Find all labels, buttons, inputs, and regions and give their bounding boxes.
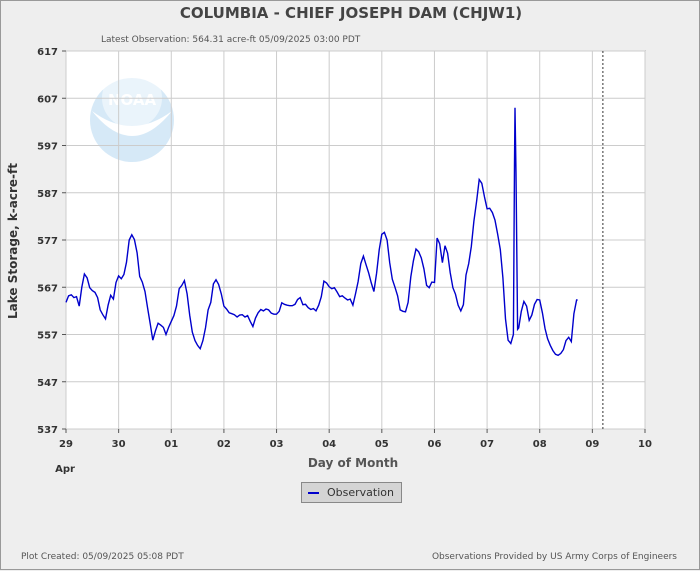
- x-tick-label: 09: [585, 439, 599, 450]
- legend-observation-label: Observation: [327, 486, 394, 499]
- data-provider: Observations Provided by US Army Corps o…: [431, 552, 677, 562]
- x-tick-label: 07: [480, 439, 494, 450]
- x-tick-label: 29: [59, 439, 73, 450]
- y-tick-label: 607: [37, 94, 58, 105]
- grid-lines: [65, 50, 646, 430]
- legend: Observation: [301, 482, 402, 503]
- y-tick-label: 597: [37, 142, 58, 153]
- latest-observation: Latest Observation: 564.31 acre-ft 05/09…: [101, 35, 361, 45]
- x-tick-label: 02: [217, 439, 231, 450]
- month-label: Apr: [55, 464, 75, 475]
- x-tick-label: 04: [322, 439, 336, 450]
- x-tick-label: 08: [533, 439, 547, 450]
- noaa-logo-text: NOAA: [108, 91, 157, 109]
- chart-title: COLUMBIA - CHIEF JOSEPH DAM (CHJW1): [179, 4, 523, 22]
- y-tick-label: 567: [37, 283, 58, 294]
- x-tick-label: 01: [164, 439, 178, 450]
- y-axis-ticks: 537 547 557 567 577 587 597 607 617: [37, 47, 66, 436]
- y-tick-label: 587: [37, 189, 58, 200]
- series-observation-line: [65, 107, 578, 357]
- y-tick-label: 557: [37, 331, 58, 342]
- y-tick-label: 537: [37, 425, 58, 436]
- y-tick-label: 547: [37, 378, 58, 389]
- x-tick-label: 10: [638, 439, 652, 450]
- legend-observation-swatch: [308, 491, 319, 494]
- x-tick-label: 06: [427, 439, 441, 450]
- x-tick-label: 30: [112, 439, 126, 450]
- y-tick-label: 577: [37, 236, 58, 247]
- x-axis-ticks: 29 30 01 02 03 04 05 06 07 08 09 10: [59, 429, 652, 450]
- y-axis-label: Lake Storage, k-acre-ft: [6, 163, 20, 319]
- x-tick-label: 03: [270, 439, 284, 450]
- plot-created: Plot Created: 05/09/2025 05:08 PDT: [21, 552, 184, 562]
- y-tick-label: 617: [37, 47, 58, 58]
- x-tick-label: 05: [375, 439, 389, 450]
- x-axis-label: Day of Month: [308, 456, 398, 470]
